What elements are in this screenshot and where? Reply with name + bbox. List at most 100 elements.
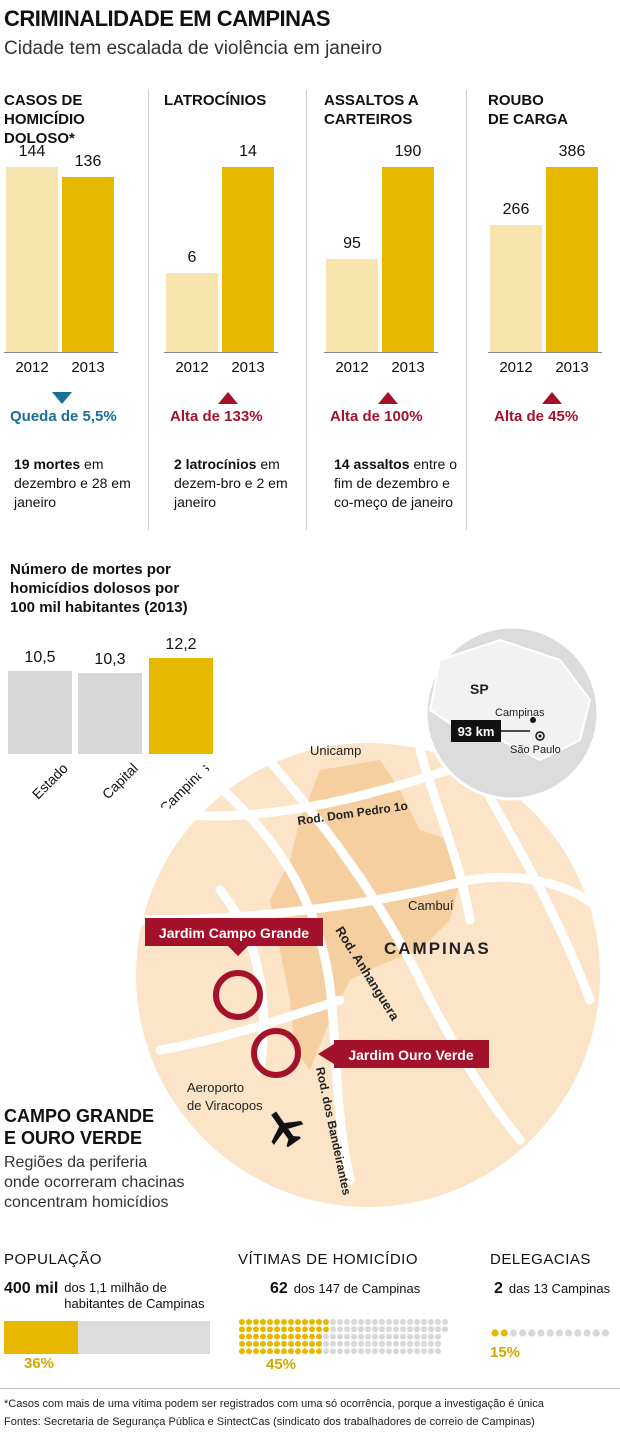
victim-dot	[379, 1340, 385, 1347]
chart-2-year-2012: 2012	[335, 359, 369, 376]
victim-dot	[365, 1348, 371, 1355]
victim-dot	[386, 1326, 392, 1333]
victim-dot	[274, 1333, 280, 1340]
label-airport-2: de Viracopos	[187, 1098, 263, 1113]
victim-dot	[309, 1348, 315, 1355]
del-head: DELEGACIAS	[490, 1251, 591, 1268]
page-subtitle: Cidade tem escalada de violência em jane…	[4, 38, 383, 59]
victim-dot	[442, 1326, 448, 1333]
victim-dot	[344, 1319, 350, 1325]
vit-text: 62 dos 147 de Campinas	[270, 1280, 420, 1298]
victim-dot	[323, 1333, 329, 1340]
victim-dot	[316, 1319, 322, 1325]
victim-dot	[316, 1348, 322, 1355]
victim-dot	[330, 1319, 336, 1325]
victim-dot	[372, 1326, 378, 1333]
arrow-up-icon	[378, 392, 398, 404]
victim-dot	[344, 1340, 350, 1347]
region-desc: Regiões da periferia onde ocorreram chac…	[4, 1154, 185, 1211]
victim-dot	[302, 1340, 308, 1347]
victim-dot	[323, 1340, 329, 1347]
page-title: CRIMINALIDADE EM CAMPINAS	[4, 6, 331, 31]
station-dot	[528, 1329, 536, 1337]
victim-dot	[407, 1319, 413, 1325]
victim-dot	[246, 1340, 252, 1347]
callout-campo-grande-label: Jardim Campo Grande	[159, 925, 309, 941]
victim-dot	[414, 1348, 420, 1355]
victim-dot	[253, 1340, 259, 1347]
victim-dot	[239, 1333, 245, 1340]
inset-campinas-label: Campinas	[495, 707, 545, 719]
pop-text: 400 mil dos 1,1 milhão de habitantes de …	[4, 1280, 204, 1312]
station-dot	[555, 1329, 563, 1337]
chart-1-baseline	[164, 352, 278, 353]
victim-dot	[442, 1319, 448, 1325]
rate-bar-campinas	[149, 658, 213, 754]
chart-3-baseline	[488, 352, 602, 353]
victim-dot	[302, 1326, 308, 1333]
victim-dot	[323, 1348, 329, 1355]
airplane-icon	[271, 1111, 304, 1148]
chart-0-bar-2013	[62, 177, 114, 352]
victim-dot	[337, 1340, 343, 1347]
station-dot	[592, 1329, 600, 1337]
chart-2-note-bold: 14 assaltos	[334, 456, 410, 472]
callout-ouro-verde-label: Jardim Ouro Verde	[348, 1047, 473, 1063]
victim-dot	[274, 1326, 280, 1333]
victim-dot	[267, 1319, 273, 1325]
del-pct: 15%	[490, 1344, 521, 1361]
chart-3-year-2012: 2012	[499, 359, 533, 376]
chart-1-note-rest: em dezem-bro e 2 em janeiro	[174, 456, 288, 510]
column-separator	[466, 90, 467, 530]
victim-dot	[379, 1319, 385, 1325]
chart-1-year-2013: 2013	[231, 359, 265, 376]
del-big: 2	[494, 1280, 503, 1297]
victim-dot	[330, 1348, 336, 1355]
pop-bar-fill	[4, 1321, 79, 1354]
pop-pct: 36%	[24, 1355, 55, 1372]
label-cambui: Cambuí	[408, 898, 454, 913]
victim-dot	[253, 1348, 259, 1355]
victim-dot	[246, 1326, 252, 1333]
victim-dot	[246, 1333, 252, 1340]
del-dots	[491, 1329, 609, 1337]
victim-dot	[393, 1333, 399, 1340]
chart-0-baseline	[4, 352, 118, 353]
chart-0-value-2012: 144	[18, 143, 46, 160]
vit-pct: 45%	[266, 1356, 297, 1373]
victim-dot	[428, 1319, 434, 1325]
del-text: 2 das 13 Campinas	[494, 1280, 610, 1298]
victim-dot	[309, 1340, 315, 1347]
victim-dot	[281, 1319, 287, 1325]
vit-head: VÍTIMAS DE HOMICÍDIO	[238, 1251, 419, 1268]
victim-dot	[400, 1319, 406, 1325]
victim-dot	[351, 1319, 357, 1325]
chart-3-value-2013: 386	[558, 143, 586, 160]
chart-2-change: Alta de 100%	[330, 408, 423, 425]
victim-dot	[372, 1340, 378, 1347]
pop-bar-track	[4, 1321, 210, 1354]
victim-dot	[407, 1326, 413, 1333]
victim-dot	[372, 1333, 378, 1340]
callout-campo-grande	[145, 918, 323, 946]
chart-0-note-bold: 19 mortes	[14, 456, 81, 472]
station-dot	[546, 1329, 554, 1337]
victim-dot	[393, 1326, 399, 1333]
region-title: CAMPO GRANDE E OURO VERDE	[4, 1106, 155, 1148]
chart-3-bar-2013	[546, 167, 598, 352]
victim-dot	[421, 1319, 427, 1325]
victim-dot	[239, 1319, 245, 1325]
victim-dot	[344, 1333, 350, 1340]
victim-dot	[288, 1340, 294, 1347]
victim-dot	[393, 1348, 399, 1355]
victim-dot	[253, 1319, 259, 1325]
station-dot	[500, 1329, 508, 1337]
footer-sources: Fontes: Secretaria de Segurança Pública …	[4, 1416, 535, 1428]
victim-dot	[344, 1326, 350, 1333]
victim-dot	[407, 1340, 413, 1347]
victim-dot	[386, 1333, 392, 1340]
victim-dot	[295, 1333, 301, 1340]
victim-dot	[274, 1348, 280, 1355]
chart-1-title: LATROCÍNIOS	[164, 92, 267, 109]
victim-dot	[365, 1333, 371, 1340]
